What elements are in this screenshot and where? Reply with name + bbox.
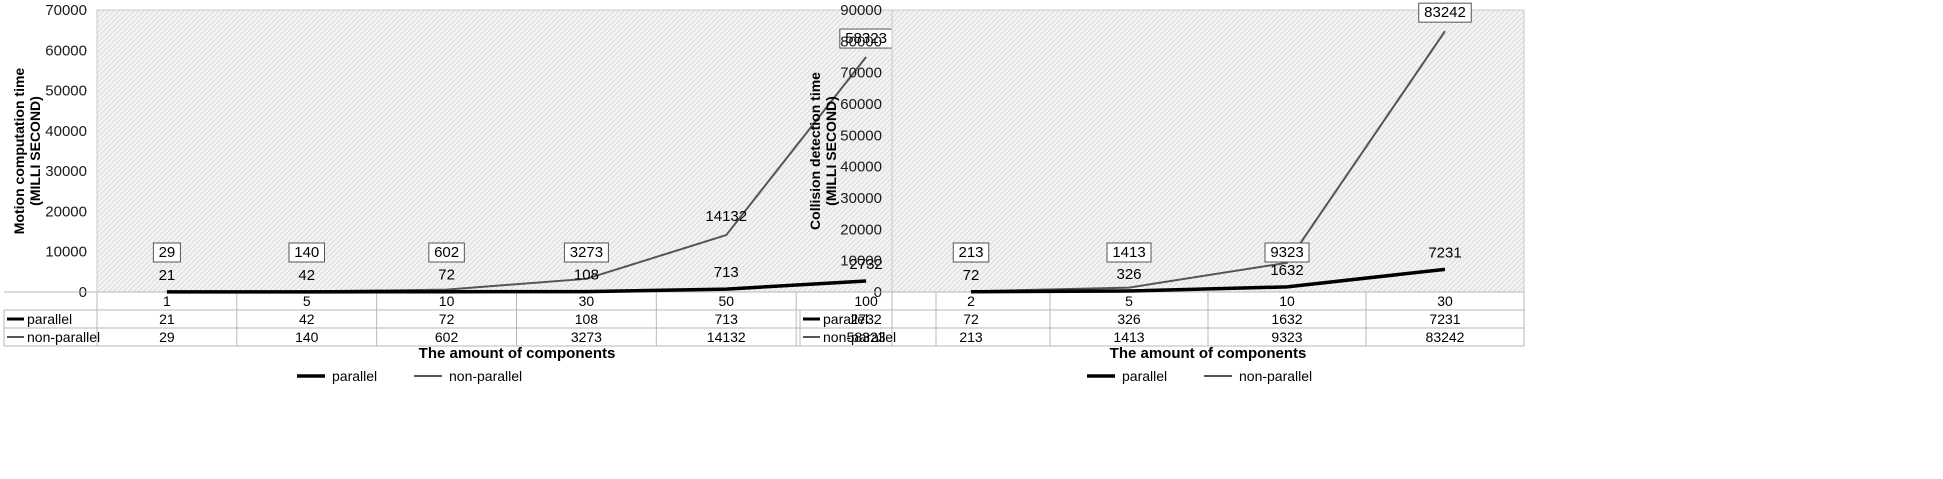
table-cell: 108 <box>575 311 599 327</box>
y-axis-title-line2: (MILLI SECOND) <box>823 96 839 206</box>
y-tick-label: 90000 <box>840 2 882 19</box>
x-tick-label: 2 <box>967 293 975 309</box>
table-cell: 602 <box>435 329 459 345</box>
y-tick-label: 60000 <box>840 96 882 113</box>
data-label-box <box>1264 242 1310 263</box>
y-tick-label: 30000 <box>840 190 882 207</box>
y-tick-label: 60000 <box>45 42 87 59</box>
x-tick-label: 30 <box>579 293 595 309</box>
series-line-parallel <box>970 267 1446 294</box>
table-cell: 14132 <box>707 329 746 345</box>
y-tick-label: 20000 <box>840 221 882 238</box>
data-label-parallel: 2732 <box>849 256 882 273</box>
table-cell: 21 <box>159 311 175 327</box>
data-label-parallel: 326 <box>1116 266 1141 283</box>
table-cell: 72 <box>963 311 979 327</box>
table-cell: 1632 <box>1271 311 1302 327</box>
x-tick-label: 5 <box>1125 293 1133 309</box>
data-label-parallel: 42 <box>298 267 315 284</box>
y-tick-label: 20000 <box>45 203 87 220</box>
data-label-non-parallel: 14132 <box>705 208 747 225</box>
data-label-parallel: 713 <box>714 264 739 281</box>
table-cell: 29 <box>159 329 175 345</box>
table-series-name: non-parallel <box>27 329 100 345</box>
data-label-parallel: 108 <box>574 267 599 284</box>
table-cell: 83242 <box>1426 329 1465 345</box>
y-tick-label: 70000 <box>840 65 882 82</box>
x-tick-label: 30 <box>1437 293 1453 309</box>
data-label-non-parallel: 213 <box>958 244 983 261</box>
y-tick-label: 40000 <box>45 123 87 140</box>
data-label-parallel: 7231 <box>1428 244 1461 261</box>
data-label-non-parallel: 3273 <box>570 244 603 261</box>
x-tick-label: 10 <box>1279 293 1295 309</box>
x-axis-title: The amount of components <box>1110 345 1307 362</box>
x-tick-label: 10 <box>439 293 455 309</box>
data-label-parallel: 72 <box>438 267 455 284</box>
y-tick-label: 50000 <box>840 127 882 144</box>
table-cell: 713 <box>715 311 739 327</box>
data-label-non-parallel: 1413 <box>1112 244 1145 261</box>
legend-label: non-parallel <box>1239 368 1312 384</box>
data-label-non-parallel: 602 <box>434 244 459 261</box>
chart-2: 0100002000030000400005000060000700008000… <box>799 2 1525 384</box>
table-cell: 58323 <box>847 329 886 345</box>
x-axis-title: The amount of components <box>419 345 616 362</box>
data-label-non-parallel: 9323 <box>1270 244 1303 261</box>
table-series-name: parallel <box>823 311 868 327</box>
data-label-box <box>563 242 609 263</box>
x-tick-label: 1 <box>163 293 171 309</box>
data-label-box <box>1106 242 1152 263</box>
data-label-non-parallel: 29 <box>159 244 176 261</box>
plot-area <box>891 9 1525 293</box>
data-label-parallel: 21 <box>159 267 176 284</box>
series-line-non-parallel <box>970 30 1446 293</box>
table-cell: 326 <box>1117 311 1141 327</box>
y-axis-title: Collision detection time (MILLI SECOND) <box>807 72 839 230</box>
y-axis-title: Motion computation time (MILLI SECOND) <box>11 68 43 235</box>
legend-label: non-parallel <box>449 368 522 384</box>
data-label-box <box>152 242 181 263</box>
y-tick-label: 30000 <box>45 163 87 180</box>
chart-1: 010000200003000040000500006000070000Moti… <box>3 2 937 384</box>
data-label-box <box>952 242 990 263</box>
table-cell: 2732 <box>851 311 882 327</box>
legend-label: parallel <box>332 368 377 384</box>
table-cell: 140 <box>295 329 319 345</box>
y-tick-label: 10000 <box>45 244 87 261</box>
x-tick-label: 5 <box>303 293 311 309</box>
data-label-non-parallel: 83242 <box>1424 4 1466 21</box>
y-tick-label: 80000 <box>840 33 882 50</box>
table-cell: 1413 <box>1113 329 1144 345</box>
y-tick-label: 10000 <box>840 253 882 270</box>
table-series-name: non-parallel <box>823 329 896 345</box>
data-label-box <box>288 242 325 263</box>
table-cell: 7231 <box>1429 311 1460 327</box>
table-cell: 213 <box>959 329 983 345</box>
data-label-non-parallel: 140 <box>294 244 319 261</box>
y-tick-label: 70000 <box>45 2 87 19</box>
data-label-non-parallel: 58323 <box>845 30 887 47</box>
x-tick-label: 50 <box>718 293 734 309</box>
table-series-name: parallel <box>27 311 72 327</box>
data-label-parallel: 72 <box>963 267 980 284</box>
series-line-parallel <box>166 279 867 294</box>
table-cell: 42 <box>299 311 315 327</box>
legend-label: parallel <box>1122 368 1167 384</box>
y-axis-title-line1: Collision detection time <box>807 72 823 230</box>
x-tick-label: 100 <box>854 293 878 309</box>
data-label-box <box>1418 2 1472 23</box>
y-tick-label: 40000 <box>840 159 882 176</box>
plot-area <box>96 9 937 293</box>
table-cell: 3273 <box>571 329 602 345</box>
data-label-parallel: 1632 <box>1270 262 1303 279</box>
table-cell: 9323 <box>1271 329 1302 345</box>
y-axis-title-line2: (MILLI SECOND) <box>27 96 43 206</box>
data-label-box <box>428 242 465 263</box>
y-tick-label: 50000 <box>45 83 87 100</box>
y-axis-title-line1: Motion computation time <box>11 68 27 235</box>
table-cell: 72 <box>439 311 455 327</box>
